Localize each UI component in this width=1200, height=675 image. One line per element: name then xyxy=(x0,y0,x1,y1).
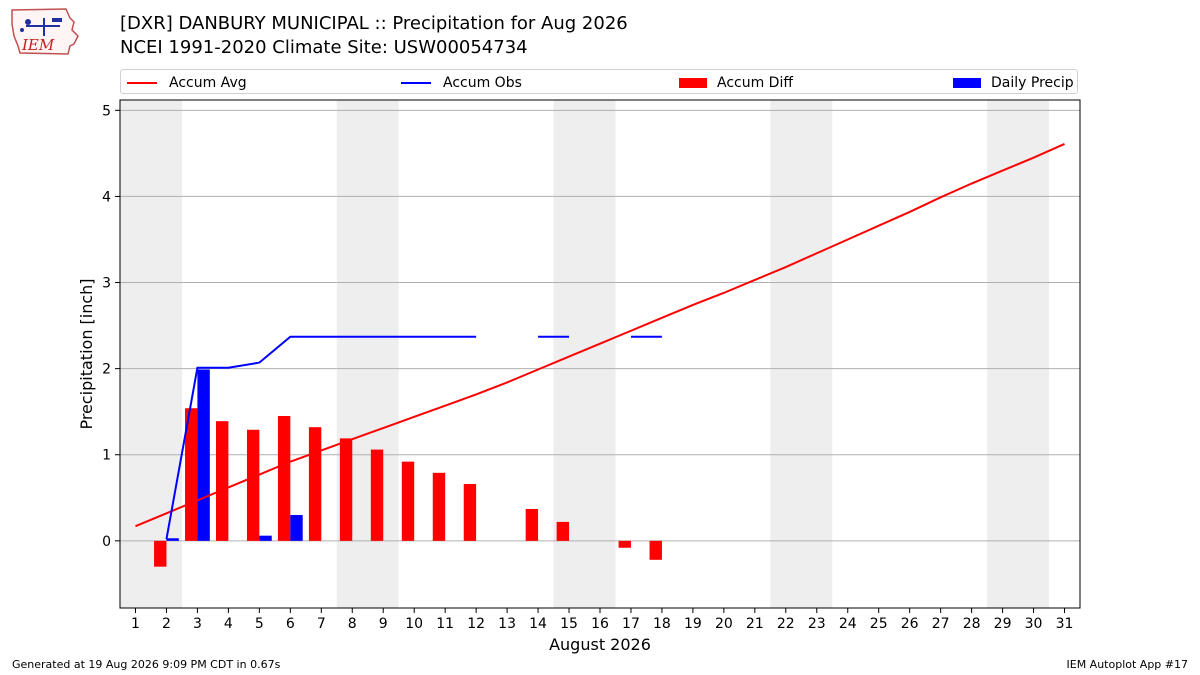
y-axis-label: Precipitation [inch] xyxy=(77,278,96,429)
legend-label: Accum Diff xyxy=(717,74,794,91)
daily-precip-bar xyxy=(166,538,179,541)
x-tick-label: 5 xyxy=(255,616,264,632)
legend-swatch xyxy=(401,81,431,84)
weekend-band xyxy=(120,100,182,608)
y-tick-label: 4 xyxy=(102,189,111,205)
legend-label: Accum Avg xyxy=(169,74,247,91)
x-tick-label: 30 xyxy=(1025,616,1043,632)
accum-diff-bar xyxy=(525,508,539,541)
accum-avg-line xyxy=(135,142,1065,528)
weekend-band xyxy=(770,100,833,608)
x-tick-label: 12 xyxy=(467,616,485,632)
x-tick-label: 15 xyxy=(560,616,578,632)
x-tick-label: 14 xyxy=(529,616,547,632)
accum-diff-bar xyxy=(649,540,662,560)
x-tick-label: 17 xyxy=(622,616,640,632)
legend-swatch xyxy=(127,81,157,84)
x-tick-label: 4 xyxy=(224,616,233,632)
title-line-2: NCEI 1991-2020 Climate Site: USW00054734 xyxy=(120,37,528,58)
x-tick-label: 29 xyxy=(994,616,1012,632)
x-tick-label: 10 xyxy=(405,616,423,632)
x-tick-label: 18 xyxy=(653,616,671,632)
legend-item-accum-avg: Accum Avg xyxy=(127,70,247,95)
accum-diff-bar xyxy=(308,427,322,541)
x-tick-label: 27 xyxy=(932,616,950,632)
y-tick-label: 2 xyxy=(102,362,111,378)
y-tick-label: 5 xyxy=(102,103,111,119)
x-tick-label: 28 xyxy=(963,616,981,632)
accum-obs-line xyxy=(165,335,477,540)
accum-diff-bar xyxy=(216,421,229,541)
accum-diff-bar xyxy=(277,415,291,541)
x-tick-label: 20 xyxy=(715,616,733,632)
legend-swatch xyxy=(679,77,707,88)
footer-app: IEM Autoplot App #17 xyxy=(1066,658,1189,671)
x-tick-label: 22 xyxy=(777,616,795,632)
x-tick-label: 25 xyxy=(870,616,888,632)
accum-diff-bar xyxy=(463,484,477,541)
accum-diff-bar xyxy=(432,472,446,541)
logo-text: IEM xyxy=(21,36,55,54)
daily-precip-bar xyxy=(259,535,272,541)
accum-diff-bar xyxy=(154,540,167,567)
x-tick-label: 21 xyxy=(746,616,764,632)
legend-swatch xyxy=(953,77,981,88)
x-tick-label: 24 xyxy=(839,616,857,632)
x-tick-label: 13 xyxy=(498,616,516,632)
accum-diff-bar xyxy=(246,429,260,541)
x-tick-label: 16 xyxy=(591,616,609,632)
x-tick-label: 31 xyxy=(1056,616,1074,632)
x-tick-label: 11 xyxy=(436,616,454,632)
x-tick-label: 26 xyxy=(901,616,919,632)
legend-item-daily-precip: Daily Precip xyxy=(953,70,1074,95)
legend-item-accum-obs: Accum Obs xyxy=(401,70,522,95)
x-tick-label: 8 xyxy=(348,616,357,632)
daily-precip-bar xyxy=(290,515,303,541)
accum-diff-bar xyxy=(401,461,415,541)
footer-generated: Generated at 19 Aug 2026 9:09 PM CDT in … xyxy=(12,658,281,671)
accum-diff-bar xyxy=(618,540,631,548)
legend-label: Accum Obs xyxy=(443,74,522,91)
accum-diff-bar xyxy=(370,449,384,541)
legend: Accum Avg Accum Obs Accum Diff Daily Pre… xyxy=(120,69,1078,94)
daily-precip-bar xyxy=(197,369,210,541)
legend-item-accum-diff: Accum Diff xyxy=(679,70,793,95)
x-tick-label: 2 xyxy=(162,616,171,632)
chart-title: [DXR] DANBURY MUNICIPAL :: Precipitation… xyxy=(120,12,628,60)
iem-logo: IEM xyxy=(11,8,79,55)
x-tick-label: 3 xyxy=(193,616,202,632)
y-tick-label: 1 xyxy=(102,448,111,464)
x-tick-label: 9 xyxy=(379,616,388,632)
title-line-1: [DXR] DANBURY MUNICIPAL :: Precipitation… xyxy=(120,13,628,34)
weekend-band xyxy=(987,100,1050,608)
accum-diff-bar xyxy=(339,438,353,541)
y-tick-label: 3 xyxy=(102,276,111,292)
accum-diff-bar xyxy=(185,408,198,541)
x-axis-label: August 2026 xyxy=(549,635,651,654)
accum-diff-bar xyxy=(556,521,570,541)
x-tick-label: 7 xyxy=(317,616,326,632)
legend-label: Daily Precip xyxy=(991,74,1074,91)
x-tick-label: 6 xyxy=(286,616,295,632)
x-tick-label: 19 xyxy=(684,616,702,632)
y-tick-label: 0 xyxy=(102,534,111,550)
x-tick-label: 1 xyxy=(131,616,140,632)
x-tick-label: 23 xyxy=(808,616,826,632)
